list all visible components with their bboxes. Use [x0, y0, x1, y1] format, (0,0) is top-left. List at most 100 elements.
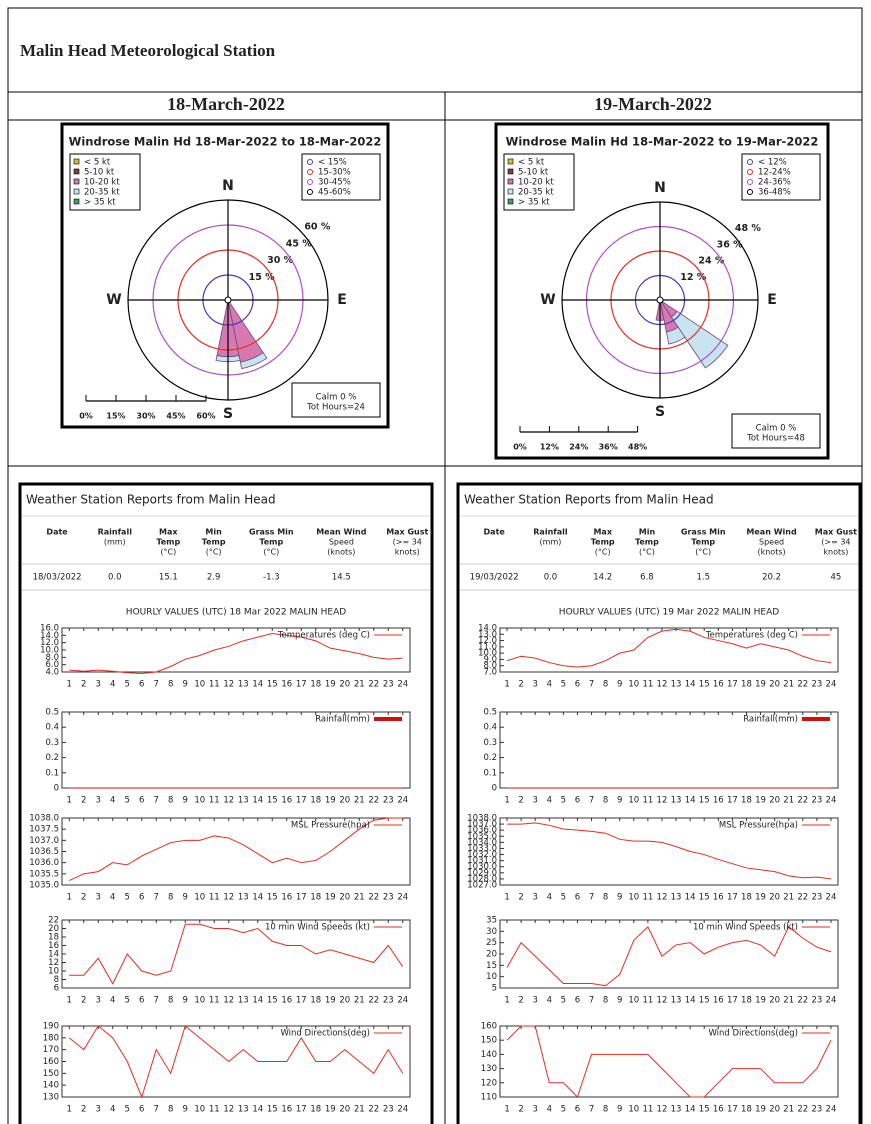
y-tick-label: 12.0	[478, 636, 497, 646]
x-tick-label: 7	[589, 680, 594, 690]
column-header: Temp	[202, 538, 226, 547]
data-line	[506, 925, 832, 987]
x-tick-label: 13	[671, 1105, 682, 1115]
y-tick-label: 1038.0	[467, 814, 497, 824]
x-tick-label: 23	[811, 680, 822, 690]
x-tick-label: 20	[339, 893, 350, 903]
x-tick-label: 5	[561, 680, 566, 690]
date: 19-March-2022	[594, 94, 712, 114]
legend-swatch	[507, 158, 514, 165]
legend-swatch	[73, 198, 80, 205]
x-tick-label: 10	[194, 996, 205, 1006]
y-tick-label: 120	[481, 1078, 497, 1088]
legend-label: 10 min Wind Speeds (kt)	[693, 923, 798, 933]
x-tick-label: 15	[267, 996, 278, 1006]
legend-label: Rainfall(mm)	[743, 715, 798, 725]
x-tick-label: 4	[547, 996, 552, 1006]
y-tick-label: 0.4	[483, 723, 497, 733]
scale-label: 48%	[628, 443, 647, 452]
x-tick-label: 24	[397, 796, 408, 806]
x-tick-label: 9	[617, 1105, 622, 1115]
column-header: Grass Min	[681, 528, 726, 537]
x-tick-label: 7	[589, 796, 594, 806]
x-tick-label: 16	[713, 996, 724, 1006]
x-tick-label: 6	[139, 680, 144, 690]
y-tick-label: 1036.0	[29, 858, 59, 868]
x-tick-label: 11	[642, 893, 653, 903]
cell: 2.9	[207, 573, 221, 583]
column-header: Rainfall	[98, 528, 133, 537]
column-header: (knots)	[757, 548, 785, 557]
legend-swatch	[507, 168, 514, 175]
y-tick-label: 11.0	[478, 642, 497, 652]
x-tick-label: 10	[628, 996, 639, 1006]
hours-label: Tot Hours=48	[746, 434, 805, 444]
data-line	[69, 923, 404, 985]
x-tick-label: 14	[685, 1105, 696, 1115]
x-tick-label: 12	[657, 680, 668, 690]
x-tick-label: 21	[783, 996, 794, 1006]
x-tick-label: 21	[354, 1105, 365, 1115]
x-tick-label: 16	[281, 680, 292, 690]
x-tick-label: 18	[310, 996, 321, 1006]
x-tick-label: 10	[194, 893, 205, 903]
x-tick-label: 24	[826, 796, 837, 806]
x-tick-label: 1	[67, 893, 72, 903]
x-tick-label: 11	[209, 893, 220, 903]
x-tick-label: 19	[755, 680, 766, 690]
y-tick-label: 1033.0	[467, 844, 497, 854]
x-tick-label: 23	[383, 1105, 394, 1115]
compass-label: N	[654, 180, 666, 196]
x-tick-label: 3	[532, 680, 537, 690]
column-header: Min	[639, 528, 656, 537]
x-tick-label: 19	[755, 996, 766, 1006]
compass-label: S	[655, 404, 665, 420]
legend-label: Temperatures (deg C)	[705, 631, 798, 641]
compass-label: N	[222, 178, 234, 194]
table-border	[7, 7, 863, 1124]
x-tick-label: 18	[741, 680, 752, 690]
x-tick-label: 4	[110, 1105, 115, 1115]
report-title: Weather Station Reports from Malin Head	[464, 493, 714, 507]
legend-label: 5-10 kt	[518, 168, 549, 178]
column-header: Max	[159, 528, 178, 537]
x-tick-label: 3	[532, 796, 537, 806]
ring-label: 36 %	[717, 239, 744, 250]
cell: 45	[830, 573, 841, 583]
legend-swatch	[507, 198, 514, 205]
x-tick-label: 7	[154, 680, 159, 690]
x-tick-label: 3	[96, 893, 101, 903]
x-tick-label: 1	[67, 680, 72, 690]
scale-label: 24%	[569, 443, 588, 452]
column-header: Speed	[759, 538, 784, 547]
y-tick-label: 1035.0	[467, 832, 497, 842]
y-tick-label: 18	[48, 933, 59, 943]
x-tick-label: 20	[769, 1105, 780, 1115]
x-tick-label: 2	[518, 893, 523, 903]
y-tick-label: 8.0	[483, 661, 497, 671]
windrose-title: Windrose Malin Hd 18-Mar-2022 to 18-Mar-…	[69, 135, 382, 149]
x-tick-label: 17	[727, 796, 738, 806]
x-tick-label: 17	[727, 1105, 738, 1115]
x-tick-label: 2	[518, 1105, 523, 1115]
x-tick-label: 9	[183, 996, 188, 1006]
legend-swatch	[73, 178, 80, 185]
x-tick-label: 11	[642, 796, 653, 806]
ring-legend-marker	[747, 159, 753, 165]
x-tick-label: 16	[713, 893, 724, 903]
x-tick-label: 24	[397, 893, 408, 903]
x-tick-label: 13	[238, 996, 249, 1006]
x-tick-label: 1	[504, 680, 509, 690]
x-tick-label: 3	[96, 796, 101, 806]
x-tick-label: 3	[96, 680, 101, 690]
ring-legend-label: 24-36%	[758, 178, 791, 188]
ring-label: 45 %	[286, 238, 313, 249]
compass-label: W	[106, 292, 121, 308]
x-tick-label: 12	[223, 996, 234, 1006]
data-line	[507, 822, 832, 880]
y-tick-label: 20	[486, 950, 497, 960]
y-tick-label: 1036.5	[29, 847, 59, 857]
ring-legend-marker	[307, 159, 313, 165]
x-tick-label: 22	[797, 996, 808, 1006]
